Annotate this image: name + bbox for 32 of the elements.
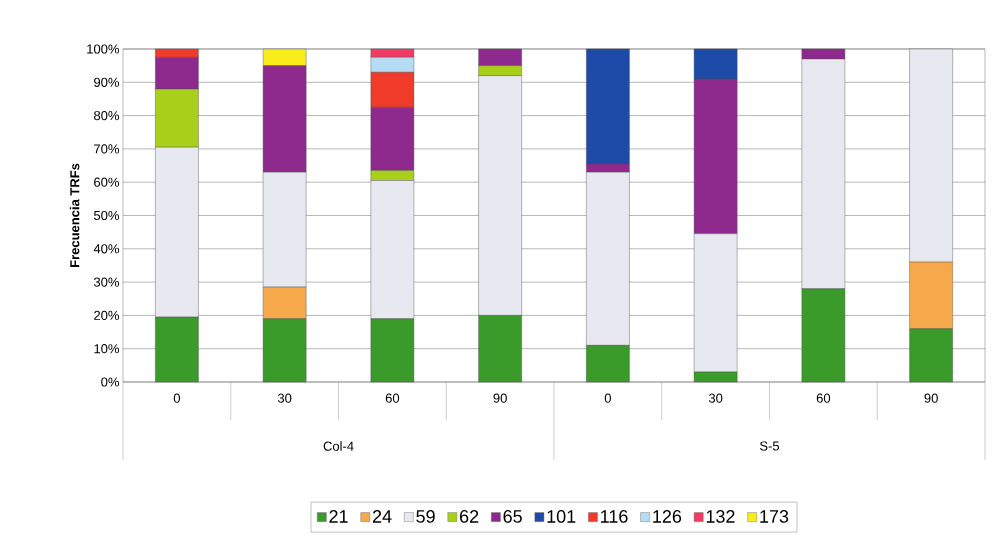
y-tick-label: 0% [101,377,120,387]
x-tick-label: 30 [277,393,292,403]
y-tick-label: 40% [93,244,120,254]
legend-label: 132 [706,510,735,523]
legend-label: 59 [416,510,435,523]
legend-label: 62 [460,510,479,523]
y-tick-label: 20% [94,310,120,320]
legend-label: 65 [503,510,522,523]
x-tick-label: 60 [816,393,831,403]
x-tick-label: 30 [708,393,723,403]
text: Col-4 [323,441,354,451]
legend-label: 101 [547,510,576,523]
y-tick-label: 30% [93,277,120,287]
y-tick-label: 60% [94,177,120,187]
legend-label: 173 [760,510,789,523]
legend-label: 126 [653,510,682,523]
text: S-5 [759,441,780,451]
x-tick-label: 90 [493,393,507,403]
y-tick-label: 10% [94,344,120,354]
y-tick-label: 100% [87,44,120,54]
x-tick-label: 0 [173,393,180,403]
x-tick-label: 90 [924,393,938,403]
legend-label: 116 [601,510,628,523]
x-tick-label: 60 [385,393,400,403]
y-tick-label: 90% [94,77,120,87]
legend-label: 21 [329,510,348,523]
x-tick-label: 0 [604,393,611,403]
y-tick-label: 50% [93,210,120,221]
legend-label: 24 [372,510,392,523]
y-axis-title: Frecuencia TRFs [69,163,80,267]
y-tick-label: 70% [94,144,120,154]
y-tick-label: 80% [94,110,120,121]
